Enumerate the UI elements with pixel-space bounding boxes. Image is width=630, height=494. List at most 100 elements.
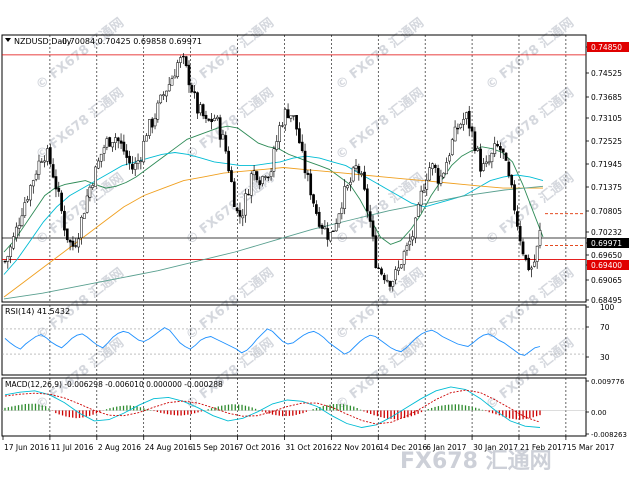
watermark-text: © FX678 汇通网 (483, 85, 577, 164)
candle-body (20, 215, 24, 226)
candle-body (12, 236, 15, 249)
candle-body (190, 85, 194, 93)
candle-body (224, 135, 228, 152)
dropdown-triangle-icon[interactable] (5, 38, 11, 42)
candle-body (408, 240, 412, 246)
candle-body (232, 181, 236, 207)
candle-body (419, 190, 423, 206)
candle-body (74, 245, 78, 247)
candle-body (490, 153, 494, 163)
macd-tick-label: -0.008263 (591, 431, 627, 439)
candle-body (445, 162, 448, 175)
candle-body (448, 155, 451, 162)
candle-body (142, 140, 146, 163)
watermark-text: © FX678 汇通网 (33, 15, 127, 94)
watermark-text: © FX678 汇通网 (183, 265, 277, 344)
candle-body (213, 118, 216, 121)
candle-body (501, 148, 505, 153)
price-tick-label: 0.69065 (591, 276, 622, 285)
candle-body (187, 64, 191, 86)
candle-body (173, 75, 177, 79)
candle-body (170, 78, 174, 86)
candle-body (51, 164, 55, 178)
candle-body (43, 160, 46, 163)
watermark-layer: © FX678 汇通网 © FX678 汇通网 © FX678 汇通网 © FX678… (33, 15, 577, 474)
candle-body (493, 143, 497, 154)
date-label: 7 Oct 2016 (239, 443, 281, 452)
candle-body (54, 176, 58, 190)
candle-body (482, 163, 485, 171)
candle-body (281, 125, 284, 127)
candle-body (125, 150, 129, 158)
candle-body (218, 117, 222, 140)
candle-body (380, 268, 383, 275)
candle-body (414, 217, 417, 239)
watermark-text: © FX678 汇通网 (483, 170, 577, 249)
candle-body (422, 190, 426, 193)
candle-body (235, 207, 239, 212)
candle-body (357, 166, 361, 174)
candle-body (40, 161, 44, 163)
candle-body (499, 146, 502, 151)
candle-body (346, 185, 349, 189)
candle-body (535, 245, 539, 262)
price-tick-label: 0.70232 (591, 228, 622, 237)
candle-body (479, 148, 482, 172)
candle-body (201, 104, 205, 117)
candle-body (9, 246, 13, 257)
candle-body (374, 235, 378, 268)
candle-body (496, 144, 499, 147)
candle-body (264, 176, 267, 178)
candle-body (266, 176, 270, 179)
macd-tick-label: 0.00 (591, 409, 607, 417)
candle-body (88, 186, 92, 198)
watermark-text: © FX678 汇通网 (183, 335, 277, 414)
price-tag-label: 0.69400 (591, 261, 622, 270)
candle-body (207, 118, 211, 121)
rsi-panel: 100 70 30 (2, 303, 615, 362)
price-axis: 0.74850 0.74525 0.73685 0.73105 0.72525 0.719… (586, 42, 629, 305)
date-label: 17 Jun 2016 (4, 443, 49, 452)
candle-body (6, 256, 10, 262)
candle-body (332, 230, 335, 232)
candle-body (37, 160, 41, 175)
candle-body (343, 186, 347, 209)
candle-body (60, 192, 63, 212)
candle-body (476, 148, 480, 151)
candle-body (388, 280, 392, 287)
candle-body (167, 84, 171, 92)
candle-body (111, 142, 114, 148)
candle-body (320, 224, 324, 229)
candle-body (527, 257, 531, 271)
watermark-text: © FX678 汇通网 (483, 335, 577, 414)
date-label: 14 Dec 2016 (379, 443, 427, 452)
macd-signal-line (4, 389, 541, 425)
candle-body (459, 123, 463, 128)
candle-body (105, 138, 109, 148)
candle-body (29, 185, 32, 201)
candle-body (292, 115, 296, 117)
candle-body (428, 167, 431, 181)
price-tick-label: 0.68495 (591, 296, 622, 305)
candle-body (298, 128, 301, 144)
candle-body (150, 118, 154, 128)
candle-body (31, 180, 35, 187)
candle-body (94, 166, 97, 187)
date-label: 2 Aug 2016 (98, 443, 141, 452)
candle-body (431, 163, 434, 169)
watermark-text: © FX678 汇通网 (33, 265, 127, 344)
rsi-line (4, 327, 541, 356)
candle-body (538, 230, 542, 246)
candle-body (221, 134, 225, 140)
candle-body (323, 226, 327, 230)
candle-body (354, 165, 358, 169)
candle-body (165, 90, 168, 97)
price-tick-label: 0.71945 (591, 160, 622, 169)
macd-panel: 0.009776 0.00 -0.008263 (2, 378, 627, 439)
candle-body (184, 56, 188, 67)
watermark-logo-text: FX678 汇通网 (400, 449, 552, 474)
candle-body (215, 116, 219, 120)
candle-body (139, 160, 143, 162)
macd-label: MACD(12,26,9) -0.006298 -0.006010 0.0000… (5, 380, 223, 389)
moving-average-line (3, 185, 544, 300)
